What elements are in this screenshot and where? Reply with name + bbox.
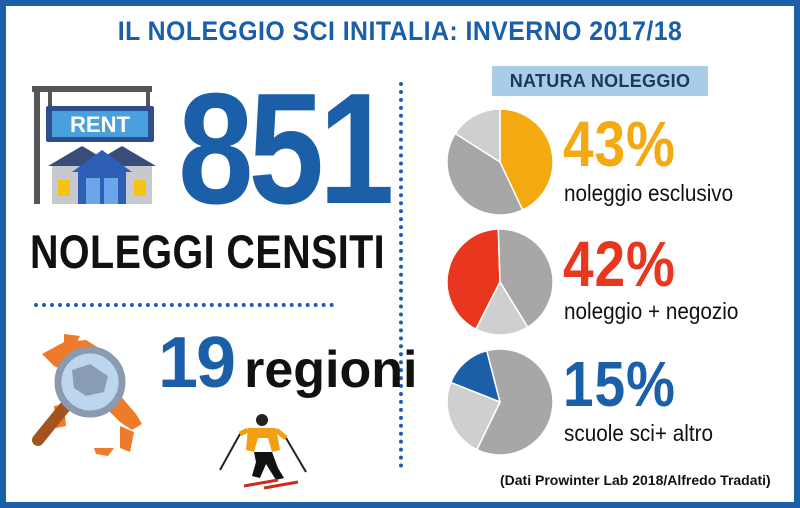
pie-slice-light-grey [454,108,501,164]
vertical-divider [399,82,403,468]
pie-chart-scuole-sci [446,348,554,456]
percent-noleggio-esclusivo: 43% [563,108,676,180]
pie-slice-grey [497,228,554,329]
percent-noleggio-negozio: 42% [563,228,676,300]
horizontal-divider [34,303,334,307]
pie-chart-noleggio-negozio [446,228,554,336]
regions-word: regioni [244,341,418,399]
pie-slice-highlight [499,108,554,211]
pie-slice-highlight [449,349,502,404]
label-scuole-sci: scuole sci+ altro [564,420,714,446]
rentals-count-label: NOLEGGI CENSITI [30,225,386,278]
regions-number: 19 [158,323,236,403]
source-note: (Dati Prowinter Lab 2018/Alfredo Tradati… [500,472,771,488]
pie-slice-grey [475,348,554,456]
label-noleggio-negozio: noleggio + negozio [564,298,739,324]
pie-slice-grey [446,132,524,216]
regions-stat: 19 regioni [158,322,417,404]
pie-slice-light-grey [446,381,502,451]
skier-icon [219,414,307,490]
italy-map-magnifier-icon [32,334,142,456]
rent-sign-text: RENT [70,112,130,137]
label-noleggio-esclusivo: noleggio esclusivo [564,180,734,206]
pie-chart-noleggio-esclusivo [446,108,554,216]
rent-shop-icon: RENT [32,86,156,204]
pie-slice-light-grey [474,280,529,336]
rentals-count: 851 [178,61,394,237]
natura-noleggio-heading: NATURA NOLEGGIO [492,66,708,96]
page-title: IL NOLEGGIO SCI INITALIA: INVERNO 2017/1… [117,16,683,46]
pie-slice-highlight [446,228,501,331]
percent-scuole-sci: 15% [563,348,676,420]
